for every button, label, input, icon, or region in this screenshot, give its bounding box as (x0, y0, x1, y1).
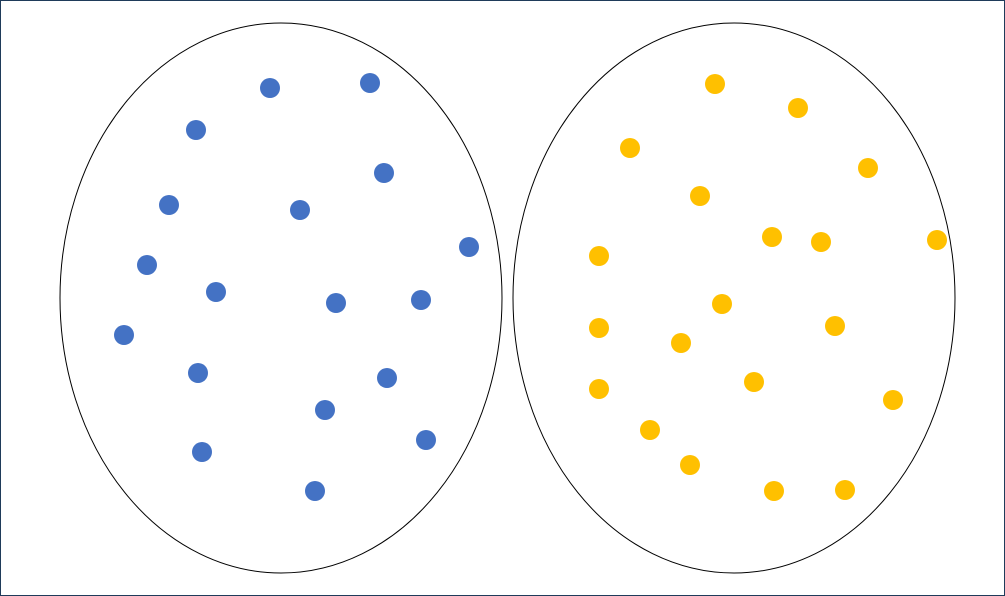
blue-point (159, 195, 179, 215)
blue-point (305, 481, 325, 501)
left-group-ellipse (59, 22, 503, 574)
yellow-point (744, 372, 764, 392)
blue-point (377, 368, 397, 388)
yellow-point (811, 232, 831, 252)
blue-point (260, 78, 280, 98)
yellow-point (589, 318, 609, 338)
blue-point (459, 237, 479, 257)
yellow-point (620, 138, 640, 158)
blue-point (360, 73, 380, 93)
yellow-point (589, 379, 609, 399)
blue-point (206, 282, 226, 302)
right-group-ellipse (512, 22, 956, 574)
yellow-point (927, 230, 947, 250)
blue-point (137, 255, 157, 275)
yellow-point (762, 227, 782, 247)
yellow-point (764, 481, 784, 501)
yellow-point (788, 98, 808, 118)
yellow-points-group (589, 74, 947, 501)
yellow-point (705, 74, 725, 94)
yellow-point (671, 333, 691, 353)
yellow-point (589, 246, 609, 266)
blue-point (186, 120, 206, 140)
yellow-point (690, 186, 710, 206)
yellow-point (680, 455, 700, 475)
yellow-point (858, 158, 878, 178)
yellow-point (640, 420, 660, 440)
yellow-point (825, 316, 845, 336)
blue-point (188, 363, 208, 383)
blue-points-group (114, 73, 479, 501)
blue-point (374, 163, 394, 183)
yellow-point (883, 390, 903, 410)
blue-point (416, 430, 436, 450)
yellow-point (835, 480, 855, 500)
yellow-point (712, 294, 732, 314)
blue-point (114, 325, 134, 345)
blue-point (411, 290, 431, 310)
blue-point (326, 293, 346, 313)
blue-point (192, 442, 212, 462)
blue-point (315, 400, 335, 420)
blue-point (290, 200, 310, 220)
